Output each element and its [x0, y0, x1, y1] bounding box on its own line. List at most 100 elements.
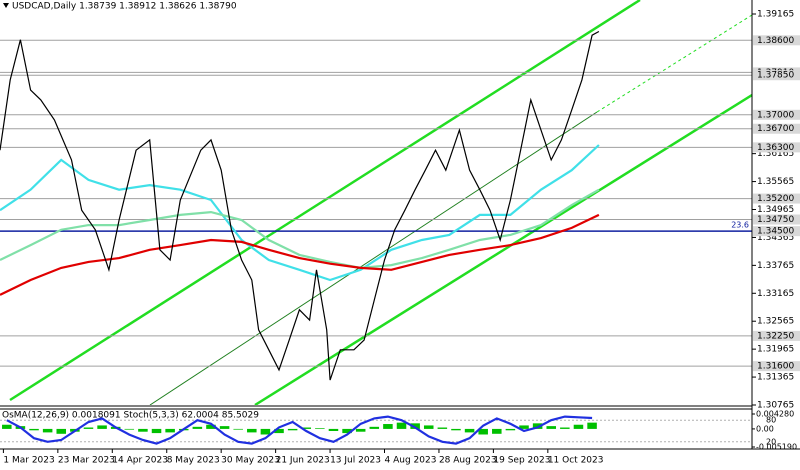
channel-upper — [9, 0, 641, 402]
channel-mid — [149, 111, 598, 405]
level-label-box — [753, 330, 800, 341]
y-tick-label: 1.31365 — [757, 373, 794, 383]
y-tick-label: 1.32565 — [757, 317, 794, 327]
oscillator-title: OsMA(12,26,9) 0.0018091 Stoch(5,3,3) 62.… — [2, 411, 259, 421]
channel-mid-ext — [596, 14, 752, 113]
osma-bar — [505, 428, 516, 431]
osma-bar — [29, 428, 39, 431]
osma-bar — [42, 428, 53, 433]
osma-bar — [151, 428, 162, 434]
level-label: 1.36700 — [757, 124, 794, 134]
x-tick-label: 30 May 2023 — [221, 456, 280, 466]
level-label: 1.34500 — [757, 227, 794, 237]
osma-bar — [573, 424, 584, 429]
x-tick-label: 21 Jun 2023 — [276, 456, 330, 466]
level-label-box — [753, 226, 800, 237]
series-line — [0, 30, 600, 381]
level-label-box — [753, 123, 800, 134]
osma-bar — [247, 428, 257, 433]
level-label: 1.36300 — [757, 143, 794, 153]
level-label-box — [753, 361, 800, 372]
osma-bar — [587, 422, 597, 429]
osma-bar — [301, 427, 312, 429]
series-line — [6, 415, 593, 445]
level-label: 1.35200 — [757, 194, 794, 204]
x-tick-label: 13 Jul 2023 — [330, 456, 381, 466]
level-label: 1.38600 — [757, 36, 794, 46]
y-tick-label: 1.35565 — [757, 177, 794, 187]
osc-tick-label: 0.004280 — [756, 410, 794, 419]
osc-tick-label: 0.00 — [756, 424, 774, 433]
series-line — [0, 188, 600, 270]
osma-bar — [233, 428, 243, 430]
osma-bar — [437, 427, 448, 429]
osma-bar — [192, 426, 203, 429]
osma-bar — [83, 427, 94, 429]
level-label: 1.31600 — [757, 362, 794, 372]
x-tick-label: 14 Apr 2023 — [112, 456, 168, 466]
osma-bar — [396, 422, 407, 429]
osma-bar — [287, 428, 298, 431]
osma-bar — [546, 426, 557, 429]
osma-bar — [410, 423, 420, 429]
x-tick-label: 19 Sep 2023 — [493, 456, 550, 466]
level-label: 1.34750 — [757, 215, 794, 225]
osma-bar — [260, 428, 271, 435]
x-tick-label: 28 Aug 2023 — [439, 456, 497, 466]
level-label-box — [753, 70, 800, 81]
y-tick-label: 1.34965 — [757, 205, 794, 215]
y-tick-label: 1.39165 — [757, 10, 794, 20]
x-tick-label: 1 Mar 2023 — [3, 456, 54, 466]
level-label: 1.37000 — [757, 110, 794, 120]
osma-bar — [206, 424, 216, 429]
symbol-arrow — [3, 3, 9, 8]
osma-bar — [56, 428, 67, 434]
osc-tick-label: -0.005190 — [756, 443, 797, 452]
level-label: 1.37850 — [757, 71, 794, 81]
osma-bar — [519, 425, 529, 429]
osma-bar — [165, 428, 175, 433]
series-line — [0, 213, 600, 296]
osma-bar — [451, 428, 461, 431]
x-tick-label: 4 Aug 2023 — [385, 456, 437, 466]
level-label-box — [753, 109, 800, 120]
oscillator-panel — [0, 415, 752, 445]
level-label: 1.32250 — [757, 331, 794, 341]
level-label-box — [753, 214, 800, 225]
osma-bar — [124, 428, 135, 430]
level-label-box — [753, 193, 800, 204]
level-label-box — [753, 35, 800, 46]
osma-bar — [464, 428, 475, 433]
x-tick-label: 23 Mar 2023 — [58, 456, 115, 466]
y-tick-label: 1.33165 — [757, 289, 794, 299]
osma-bar — [532, 423, 543, 429]
stoch-tick-label: 80 — [766, 416, 776, 425]
x-tick-label: 8 May 2023 — [167, 456, 220, 466]
y-tick-label: 1.34365 — [757, 233, 794, 243]
annotation: 23.6 — [731, 221, 749, 230]
channel-lower — [254, 93, 752, 405]
stoch-tick-label: 20 — [766, 437, 776, 446]
osma-bar — [342, 428, 352, 434]
osma-bar — [369, 426, 380, 429]
osma-bar — [97, 425, 107, 429]
osma-bar — [315, 428, 325, 429]
osma-bar — [560, 427, 570, 429]
osma-bar — [478, 428, 488, 435]
y-tick-label: 1.33765 — [757, 261, 794, 271]
osma-bar — [355, 428, 366, 432]
osma-bar — [492, 428, 502, 434]
y-tick-label: 1.31965 — [757, 345, 794, 355]
osma-bar — [138, 428, 148, 432]
osma-bar — [423, 425, 434, 429]
osma-bar — [2, 424, 12, 429]
osma-bar — [274, 428, 284, 434]
y-tick-label: 1.30765 — [757, 401, 794, 411]
series-line — [0, 144, 600, 282]
y-tick-label: 1.36165 — [757, 149, 794, 159]
osma-bar — [328, 428, 339, 432]
osma-bar — [383, 424, 393, 429]
chart-title: USDCAD,Daily 1.38739 1.38912 1.38626 1.3… — [12, 2, 237, 12]
